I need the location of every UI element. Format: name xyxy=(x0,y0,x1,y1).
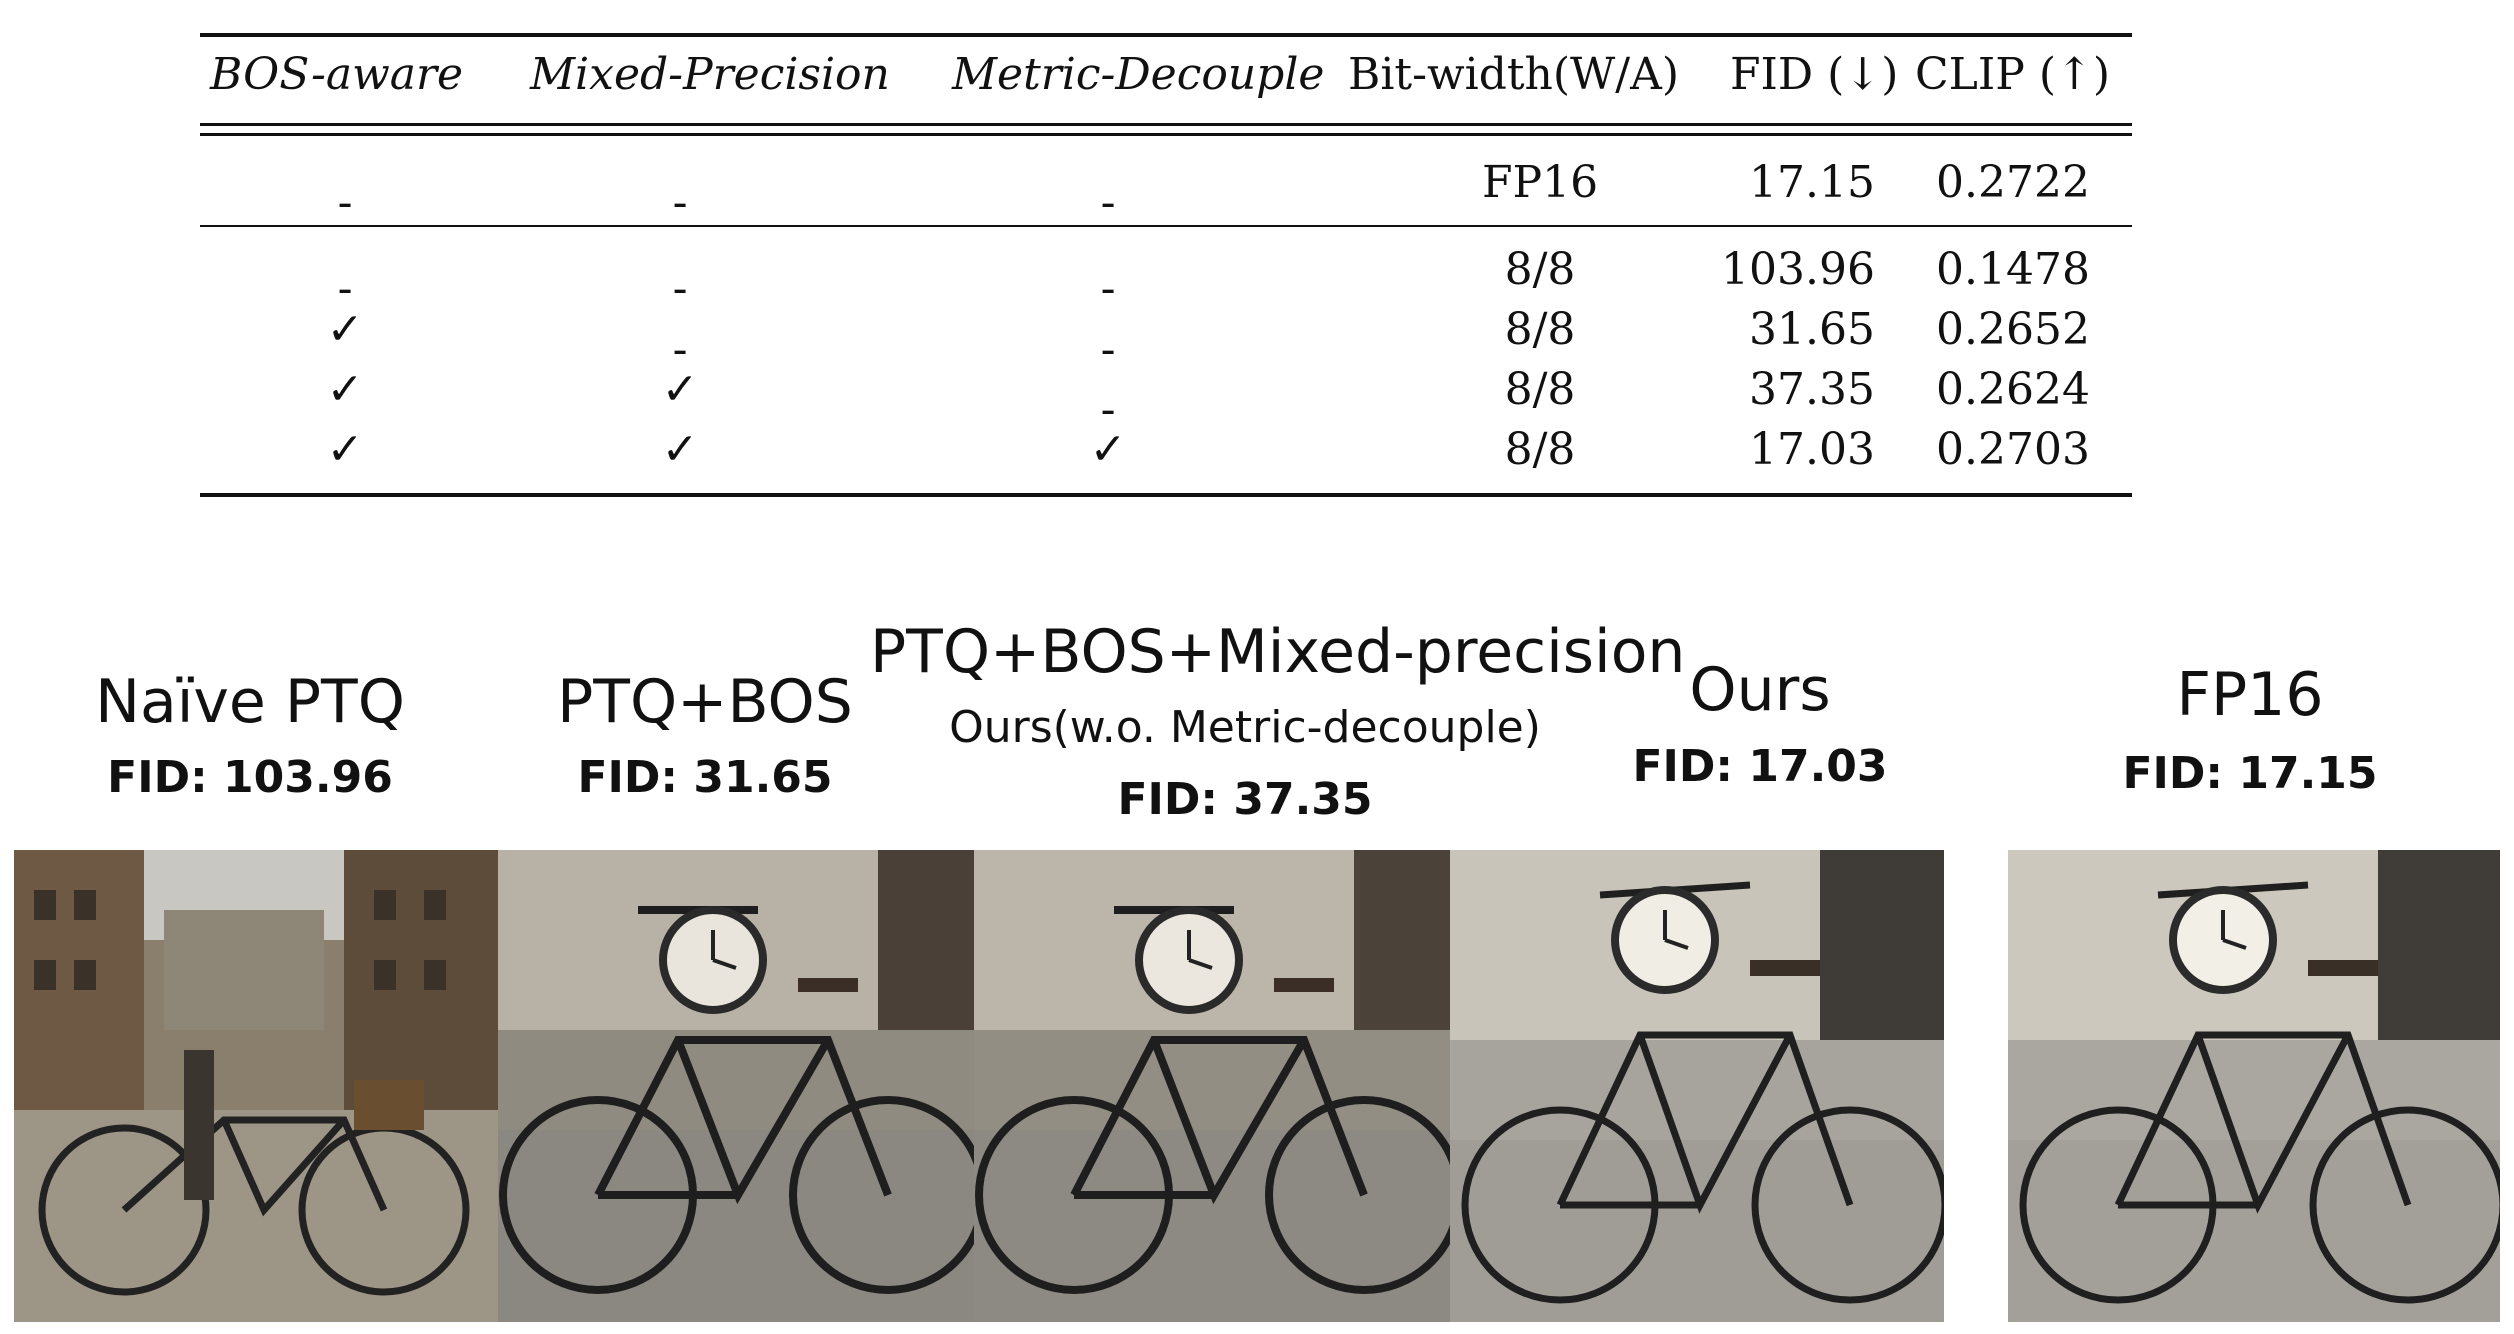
table-bottom-rule xyxy=(200,493,2132,497)
table-cell-clip: 0.1478 xyxy=(1936,244,2090,295)
table-cell-bits: 8/8 xyxy=(1504,364,1576,415)
header-clip: CLIP (↑) xyxy=(1915,49,2111,100)
panel-title-fp16: FP16 xyxy=(2176,660,2324,730)
panel-fid-naive-ptq: FID: 103.96 xyxy=(107,752,393,803)
table-cell-bos: - xyxy=(337,263,353,314)
header-bit-width: Bit-width(W/A) xyxy=(1348,49,1680,100)
ours-image xyxy=(1450,850,1944,1322)
panel-fid-ptq-bos: FID: 31.65 xyxy=(577,752,833,803)
table-cell-clip: 0.2624 xyxy=(1936,364,2090,415)
mixed-precision-image xyxy=(974,850,1450,1322)
table-cell-metric: ✓ xyxy=(1089,424,1127,475)
table-cell-mixed: ✓ xyxy=(661,364,699,415)
table-cell-metric: - xyxy=(1100,263,1116,314)
panel-title-ptq-bos: PTQ+BOS xyxy=(557,667,853,737)
header-mixed-precision: Mixed-Precision xyxy=(530,49,890,100)
table-cell-fid: 17.15 xyxy=(1749,157,1875,208)
table-cell-clip: 0.2722 xyxy=(1936,157,2090,208)
panel-fid-mixed-precision: FID: 37.35 xyxy=(1117,774,1373,825)
table-cell-bits: 8/8 xyxy=(1504,304,1576,355)
fp16-image xyxy=(2008,850,2500,1322)
table-cell-metric: - xyxy=(1100,177,1116,228)
table-cell-mixed: - xyxy=(672,324,688,375)
table-cell-clip: 0.2652 xyxy=(1936,304,2090,355)
table-cell-bits: 8/8 xyxy=(1504,244,1576,295)
table-top-rule xyxy=(200,33,2132,37)
table-cell-bos: ✓ xyxy=(326,424,364,475)
table-cell-mixed: - xyxy=(672,177,688,228)
table-cell-clip: 0.2703 xyxy=(1936,424,2090,475)
panel-fid-fp16: FID: 17.15 xyxy=(2122,748,2378,799)
table-cell-bos: ✓ xyxy=(326,304,364,355)
panel-title-mixed-precision: PTQ+BOS+Mixed-precision xyxy=(870,617,1686,687)
table-cell-fid: 17.03 xyxy=(1749,424,1875,475)
table-cell-metric: - xyxy=(1100,324,1116,375)
panel-title-ours: Ours xyxy=(1689,655,1831,725)
header-fid: FID (↓) xyxy=(1730,49,1899,100)
table-cell-mixed: ✓ xyxy=(661,424,699,475)
panel-fid-ours: FID: 17.03 xyxy=(1632,741,1888,792)
table-cell-bits: 8/8 xyxy=(1504,424,1576,475)
panel-title-naive-ptq: Naïve PTQ xyxy=(95,667,405,737)
table-cell-fid: 37.35 xyxy=(1749,364,1875,415)
header-rule-2 xyxy=(200,133,2132,136)
header-bos-aware: BOS-aware xyxy=(210,49,464,100)
naive-ptq-image xyxy=(14,850,498,1322)
header-rule-1 xyxy=(200,123,2132,126)
table-cell-metric: - xyxy=(1100,384,1116,435)
table-cell-fid: 103.96 xyxy=(1721,244,1875,295)
header-metric-decouple: Metric-Decouple xyxy=(952,49,1325,100)
table-cell-bos: ✓ xyxy=(326,364,364,415)
ptq-bos-image xyxy=(498,850,974,1322)
table-cell-bos: - xyxy=(337,177,353,228)
table-cell-fid: 31.65 xyxy=(1749,304,1875,355)
panel-subtitle-mixed-precision: Ours(w.o. Metric-decouple) xyxy=(949,702,1541,753)
table-cell-mixed: - xyxy=(672,263,688,314)
table-mid-rule xyxy=(200,225,2132,227)
table-cell-bits: FP16 xyxy=(1481,157,1599,208)
